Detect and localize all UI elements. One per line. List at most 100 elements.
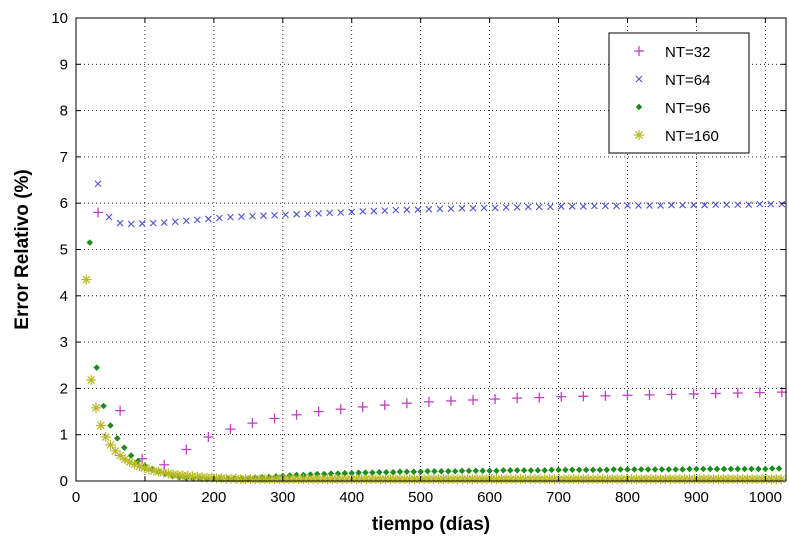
y-tick-label: 7 bbox=[60, 149, 68, 166]
data-point bbox=[555, 466, 562, 474]
data-point bbox=[602, 202, 609, 210]
data-point bbox=[107, 422, 114, 429]
data-point bbox=[575, 466, 583, 474]
data-point bbox=[541, 466, 549, 474]
data-point bbox=[227, 213, 234, 221]
legend-label: NT=160 bbox=[665, 128, 719, 145]
data-point bbox=[334, 470, 342, 477]
data-point bbox=[534, 466, 542, 474]
data-point bbox=[271, 211, 278, 219]
data-point bbox=[690, 201, 698, 209]
x-tick-label: 900 bbox=[684, 489, 709, 506]
data-point bbox=[269, 413, 280, 424]
data-point bbox=[624, 466, 631, 473]
data-point bbox=[375, 468, 383, 476]
data-point bbox=[127, 220, 135, 228]
legend-label: NT=32 bbox=[665, 44, 710, 61]
legend-marker bbox=[635, 75, 643, 83]
data-point bbox=[720, 465, 728, 473]
data-point bbox=[622, 390, 633, 401]
data-point bbox=[327, 470, 335, 477]
plot-data-points bbox=[81, 180, 787, 485]
y-axis-title: Error Relativo (%) bbox=[12, 169, 33, 329]
data-point bbox=[293, 471, 300, 479]
data-point bbox=[362, 469, 369, 477]
data-point bbox=[193, 216, 201, 224]
data-point bbox=[596, 466, 604, 474]
x-tick-label: 100 bbox=[132, 489, 157, 506]
data-point bbox=[688, 388, 699, 399]
data-point bbox=[479, 467, 487, 475]
data-point bbox=[204, 215, 212, 223]
data-point bbox=[630, 466, 638, 473]
data-point bbox=[734, 465, 742, 473]
data-point bbox=[389, 468, 397, 476]
data-point bbox=[693, 465, 700, 473]
data-point bbox=[610, 466, 618, 473]
data-point bbox=[86, 375, 97, 386]
data-point bbox=[556, 391, 567, 402]
data-point bbox=[337, 209, 345, 216]
data-point bbox=[613, 202, 620, 210]
x-tick-label: 700 bbox=[546, 489, 571, 506]
data-point bbox=[524, 203, 532, 211]
data-point bbox=[568, 203, 576, 210]
data-point bbox=[535, 203, 543, 211]
data-point bbox=[357, 401, 368, 412]
data-point bbox=[624, 202, 631, 209]
data-point bbox=[472, 467, 480, 475]
data-point bbox=[637, 466, 645, 473]
x-tick-label: 600 bbox=[477, 489, 502, 506]
data-point bbox=[95, 420, 106, 431]
series-nt-32 bbox=[93, 207, 787, 470]
data-point bbox=[723, 201, 731, 208]
data-point bbox=[748, 465, 755, 473]
data-point bbox=[181, 444, 192, 455]
data-point bbox=[93, 364, 101, 371]
data-point bbox=[546, 203, 554, 211]
data-point bbox=[291, 409, 302, 420]
legend: NT=32 NT=64 NT=96 NT=160 bbox=[608, 32, 750, 154]
data-point bbox=[513, 466, 521, 474]
data-point bbox=[458, 467, 466, 475]
data-point bbox=[679, 201, 686, 209]
data-point bbox=[437, 467, 445, 475]
legend-label: NT=64 bbox=[665, 72, 710, 89]
data-point bbox=[445, 395, 456, 406]
data-point bbox=[425, 205, 433, 213]
data-point bbox=[775, 465, 783, 472]
data-point bbox=[710, 388, 721, 399]
data-point bbox=[672, 466, 680, 473]
data-point bbox=[431, 467, 438, 475]
data-point bbox=[734, 201, 742, 208]
data-point bbox=[617, 466, 624, 473]
data-point bbox=[582, 466, 590, 474]
data-point bbox=[491, 204, 499, 212]
y-tick-label: 8 bbox=[60, 103, 68, 120]
data-point bbox=[114, 435, 121, 442]
data-point bbox=[110, 445, 121, 456]
data-point bbox=[86, 239, 94, 246]
axis-ticks: 0 100 200 300 400 500 600 700 800 900 1000 0 1 2 3 4 5 6 7… bbox=[51, 10, 786, 506]
data-point bbox=[447, 205, 455, 213]
y-tick-label: 1 bbox=[60, 427, 68, 444]
data-point bbox=[313, 470, 321, 478]
y-tick-label: 9 bbox=[60, 56, 68, 73]
data-point bbox=[754, 387, 765, 398]
data-point bbox=[105, 213, 113, 221]
data-point bbox=[755, 465, 762, 473]
data-point bbox=[712, 201, 720, 208]
data-point bbox=[90, 402, 101, 413]
data-point bbox=[225, 424, 236, 435]
data-point bbox=[562, 466, 569, 474]
data-point bbox=[513, 203, 521, 211]
data-point bbox=[520, 466, 528, 474]
data-point bbox=[589, 466, 597, 474]
data-point bbox=[335, 404, 346, 415]
data-point bbox=[159, 459, 170, 470]
data-point bbox=[436, 205, 444, 213]
y-tick-label: 2 bbox=[60, 380, 68, 397]
data-point bbox=[745, 201, 753, 208]
data-point bbox=[493, 467, 500, 475]
data-point bbox=[116, 219, 124, 227]
